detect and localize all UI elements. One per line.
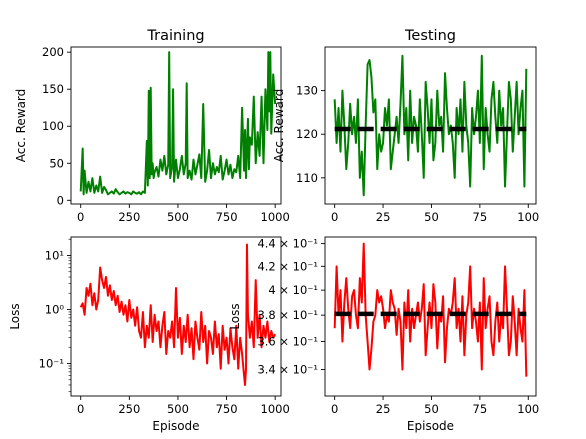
y-tick-label: 3.8 × 10⁻¹ [257,308,318,322]
subplot-1: 0 25 50 75 100 110 120 130 Testing Acc. Reward [272,28,539,224]
y-tick-label: 110 [296,171,318,185]
x-tick-label: 500 [167,210,189,224]
series-line [333,54,528,197]
x-axis-label: Episode [152,419,199,433]
y-tick-label: 120 [296,127,318,141]
y-tick-label: 3.6 × 10⁻¹ [257,335,318,349]
x-tick-label: 100 [517,402,539,416]
x-tick-label: 1000 [261,402,290,416]
series-line [333,242,528,377]
y-tick-label: 4.2 × 10⁻¹ [257,259,318,273]
y-tick-label: 4 × 10⁻¹ [268,283,318,297]
x-tick-label: 50 [424,210,439,224]
x-tick-label: 250 [118,402,140,416]
y-tick-label: 0 [57,193,64,207]
axes-frame [70,46,282,205]
x-tick-label: 250 [118,210,140,224]
y-axis-label: Acc. Reward [14,89,28,163]
x-tick-label: 500 [167,402,189,416]
x-tick-label: 0 [331,402,338,416]
x-tick-label: 25 [376,210,391,224]
x-tick-label: 0 [77,210,84,224]
x-tick-label: 75 [473,210,488,224]
x-tick-label: 50 [424,402,439,416]
subplot-0: 0 250 500 750 1000 0 50 100 150 200 Training Acc. R… [14,28,290,224]
x-tick-label: 25 [376,402,391,416]
y-axis-label: Acc. Reward [272,89,286,163]
y-axis-label: Loss [8,303,22,329]
x-tick-label: 0 [77,402,84,416]
y-tick-label: 3.4 × 10⁻¹ [257,362,318,376]
x-tick-label: 100 [517,210,539,224]
subplot-title: Testing [404,28,456,44]
y-tick-label: 10⁰ [45,302,65,316]
y-tick-label: 200 [42,45,64,59]
x-tick-label: 1000 [261,210,290,224]
subplot-3: 0 25 50 75 100 3.4 × 10⁻¹ 3.6 × 10⁻¹ 3.8 × 10⁻¹… [228,236,539,433]
subplot-2: 0 250 500 750 1000 10⁻¹ 10⁰ 10¹ Loss Episode [8,236,290,433]
y-tick-label: 150 [42,82,64,96]
y-axis-label: Loss [228,303,242,329]
x-tick-label: 75 [473,402,488,416]
y-tick-label: 130 [296,84,318,98]
series-line [79,243,277,386]
y-tick-label: 10¹ [45,248,64,262]
subplot-title: Training [146,28,204,44]
x-tick-label: 0 [331,210,338,224]
x-axis-label: Episode [407,419,454,433]
axes-frame [70,236,282,397]
y-tick-label: 100 [42,119,64,133]
y-tick-label: 50 [49,156,64,170]
x-tick-label: 750 [216,402,238,416]
series-line [79,51,277,196]
y-tick-label: 10⁻¹ [39,356,64,370]
x-tick-label: 750 [216,210,238,224]
axes-frame [324,46,537,205]
axes-frame [324,236,537,397]
y-tick-label: 4.4 × 10⁻¹ [257,237,318,251]
